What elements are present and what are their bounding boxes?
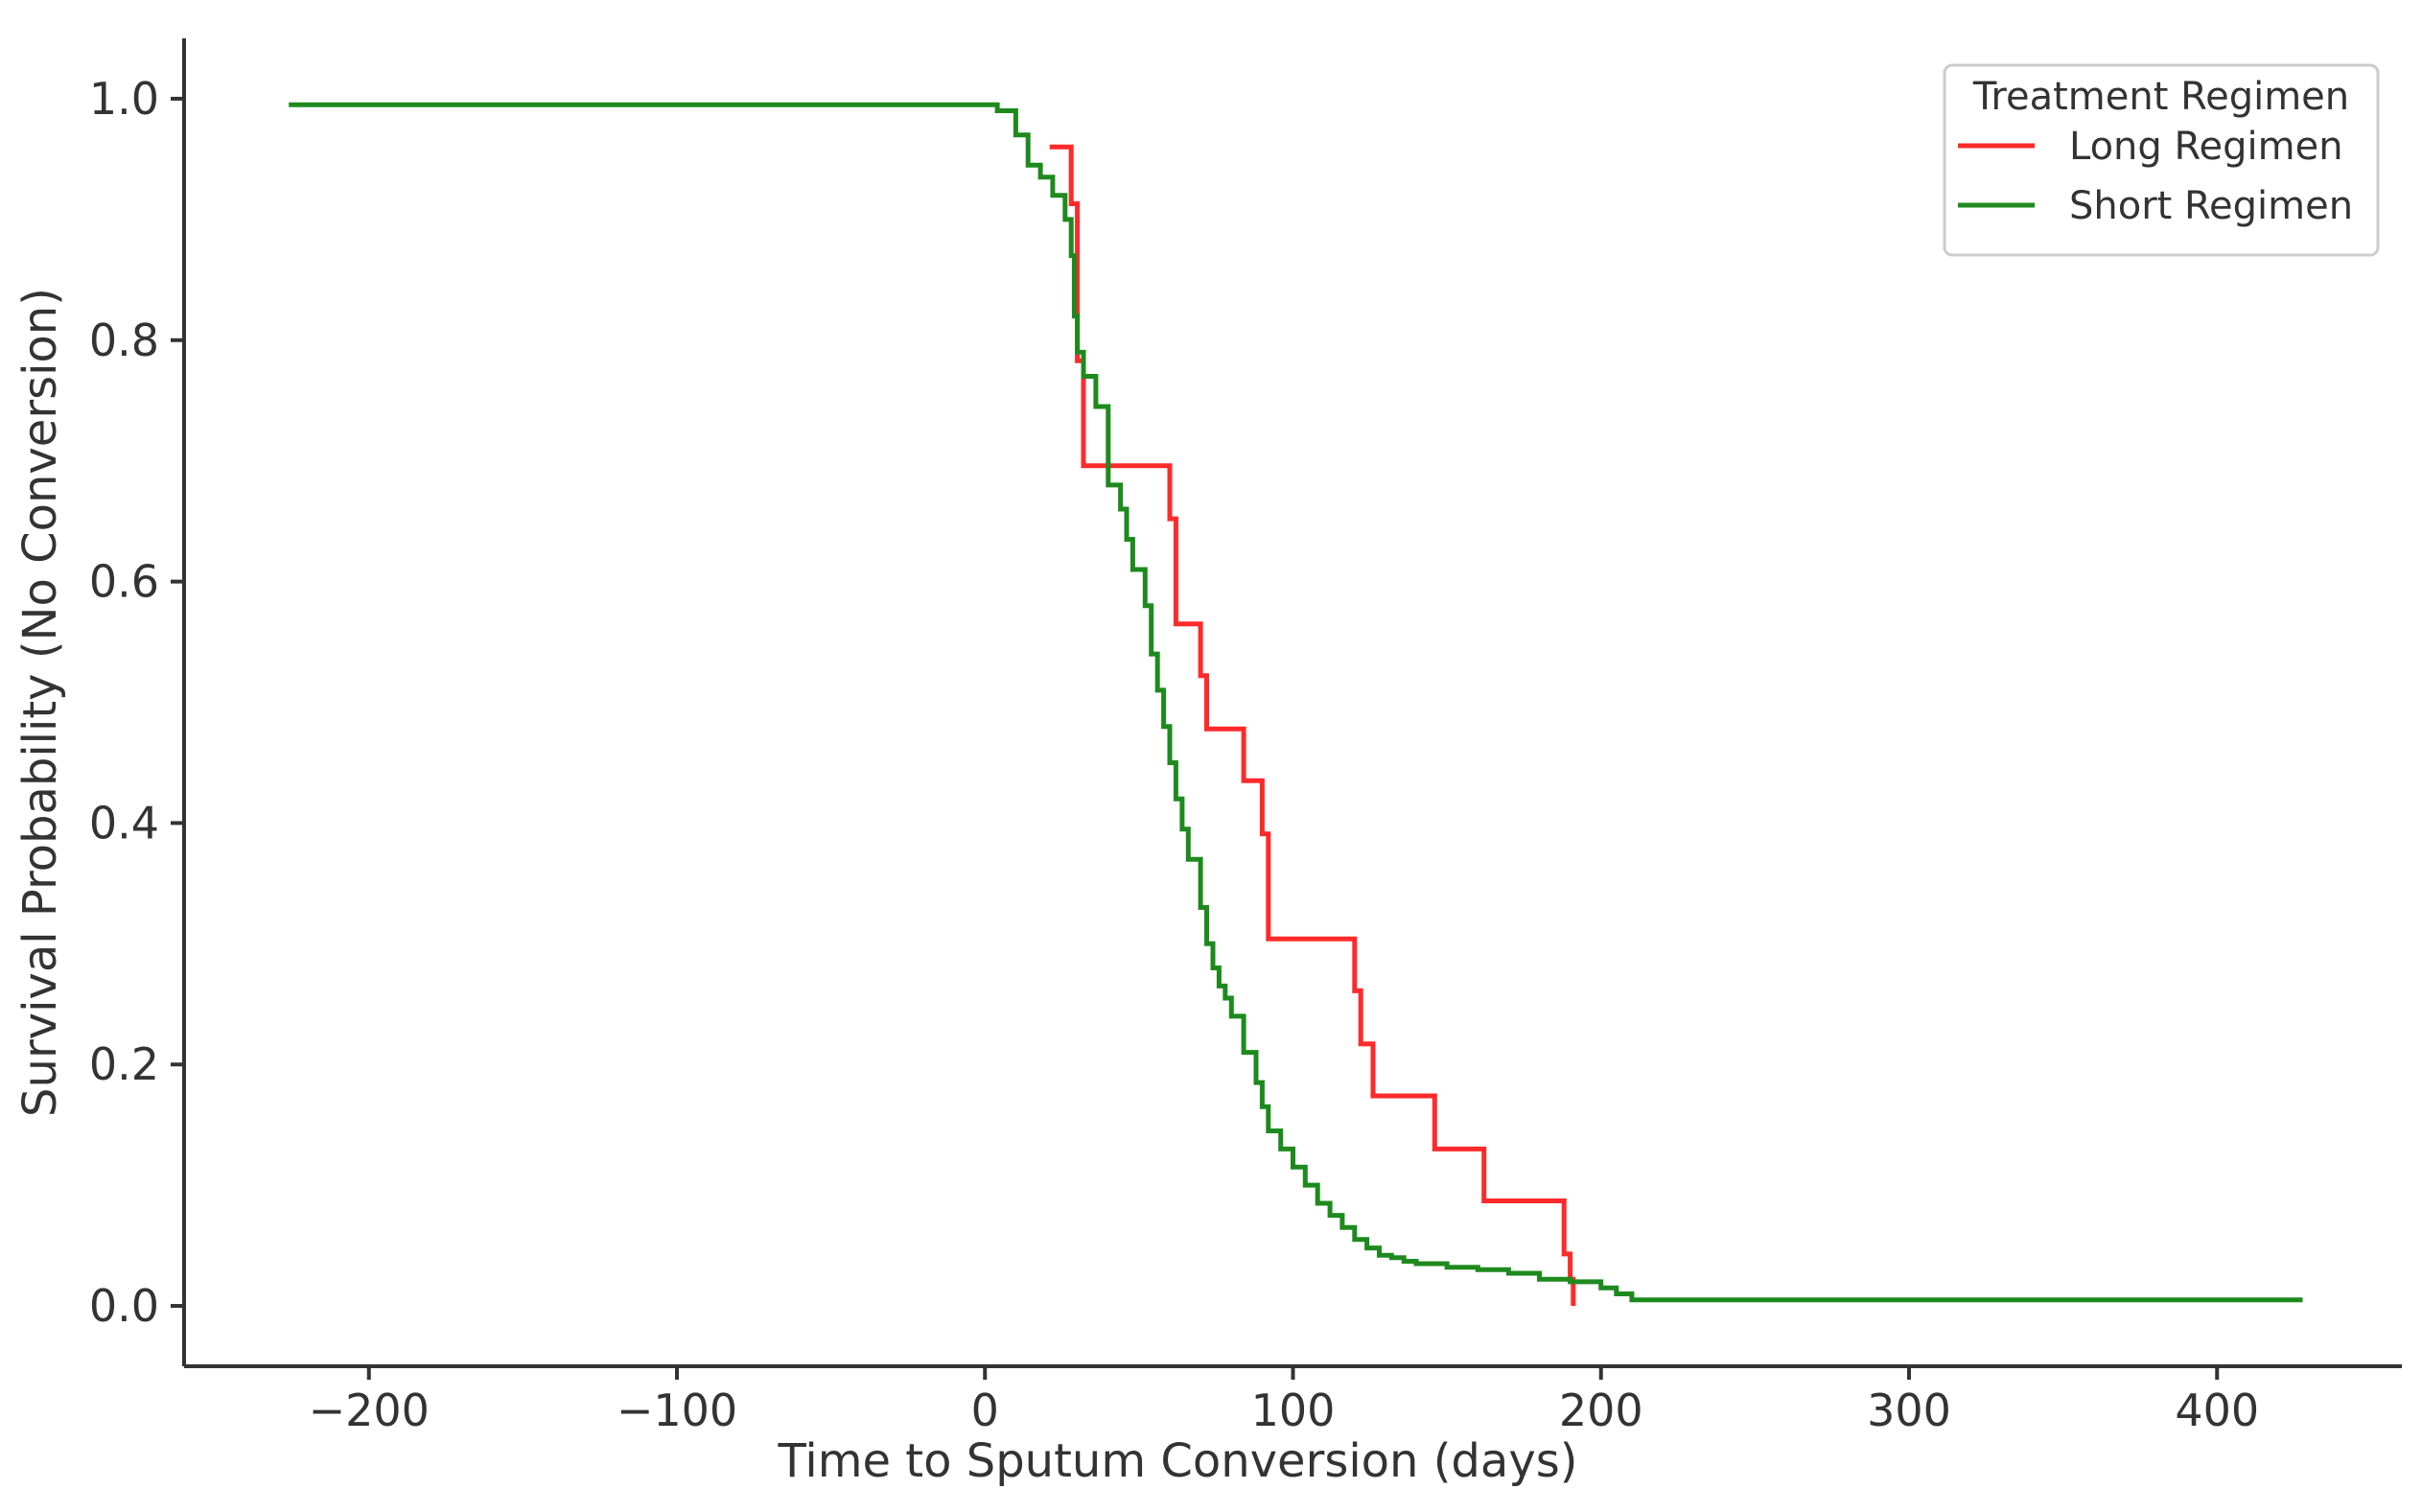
x-tick-label: 200 [1559, 1384, 1643, 1436]
series-layer [289, 102, 2303, 1306]
ticks: −200 −100 0 100 200 300 400 0.0 0.2 0.4 0.6 0.8 1.0 [89, 73, 2259, 1436]
legend-label: Short Regimen [2069, 184, 2353, 228]
legend: Treatment Regimen Long Regimen Short Regi… [1943, 63, 2380, 257]
x-tick-label: −100 [617, 1384, 737, 1436]
y-tick-label: 0.6 [89, 556, 159, 608]
legend-label: Long Regimen [2069, 125, 2343, 169]
legend-box [1943, 63, 2380, 257]
legend-entries: Long Regimen Short Regimen [1958, 125, 2353, 228]
x-tick-label: 0 [971, 1384, 999, 1436]
legend-title: Treatment Regimen [1972, 75, 2349, 119]
x-tick-label: 300 [1867, 1384, 1951, 1436]
x-axis-title: Time to Sputum Conversion (days) [778, 1434, 1578, 1488]
x-tick-label: 100 [1251, 1384, 1336, 1436]
series-line-long-regimen [1049, 144, 1576, 1306]
y-tick-label: 1.0 [89, 73, 159, 125]
y-axis-title: Survival Probability (No Conversion) [13, 288, 67, 1117]
y-tick-label: 0.4 [89, 797, 159, 849]
y-tick-label: 0.2 [89, 1038, 159, 1090]
x-tick-label: 400 [2175, 1384, 2259, 1436]
x-tick-label: −200 [309, 1384, 430, 1436]
y-tick-label: 0.0 [89, 1280, 159, 1332]
series-line-short-regimen [289, 102, 2303, 1303]
y-tick-label: 0.8 [89, 314, 159, 366]
